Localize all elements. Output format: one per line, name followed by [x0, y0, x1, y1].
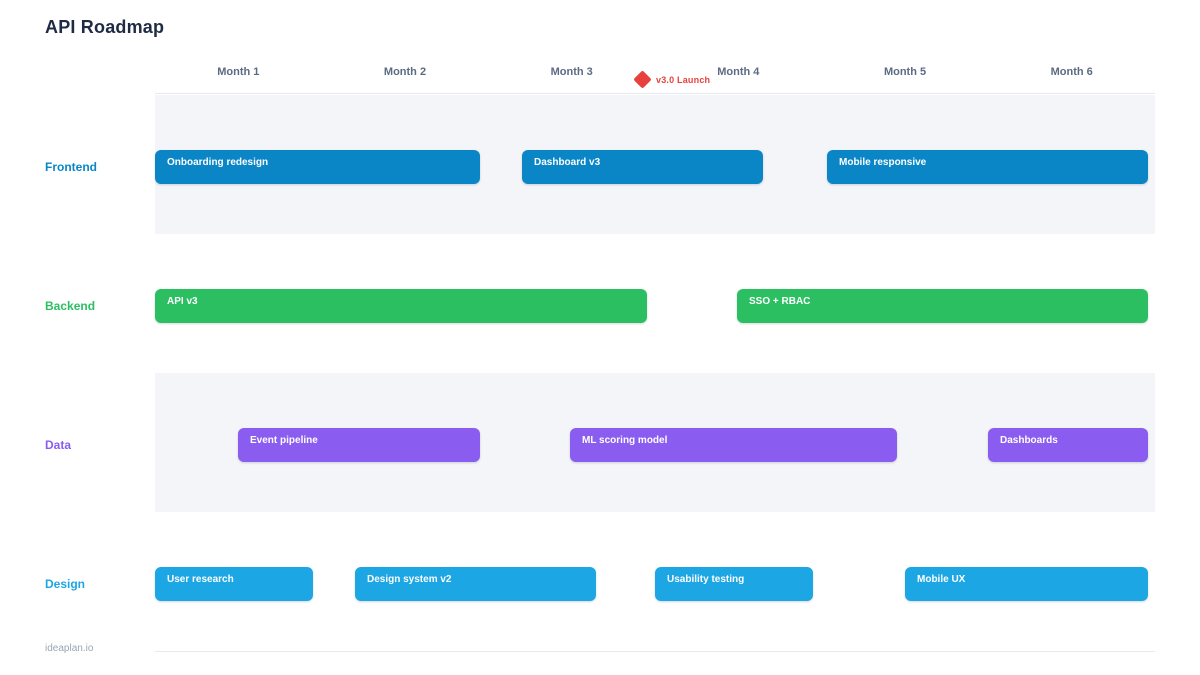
task-bar-dashboard-v3[interactable]: Dashboard v3: [522, 150, 763, 184]
task-bar-usability-testing[interactable]: Usability testing: [655, 567, 813, 601]
task-bar-dashboards[interactable]: Dashboards: [988, 428, 1148, 462]
task-bar-ml-scoring-model[interactable]: ML scoring model: [570, 428, 897, 462]
lane-label-data: Data: [45, 438, 71, 452]
task-bar-sso-rbac[interactable]: SSO + RBAC: [737, 289, 1148, 323]
task-bar-event-pipeline[interactable]: Event pipeline: [238, 428, 480, 462]
month-label-1: Month 1: [155, 66, 322, 80]
task-bar-mobile-ux[interactable]: Mobile UX: [905, 567, 1148, 601]
task-bar-api-v3[interactable]: API v3: [155, 289, 647, 323]
roadmap-canvas: API Roadmap Month 1Month 2Month 3Month 4…: [0, 0, 1200, 675]
lane-label-backend: Backend: [45, 299, 95, 313]
month-label-2: Month 2: [322, 66, 489, 80]
task-bar-design-system-v2[interactable]: Design system v2: [355, 567, 596, 601]
lane-label-frontend: Frontend: [45, 160, 97, 174]
footer-brand: ideaplan.io: [45, 643, 93, 654]
milestone-diamond-icon: [633, 70, 651, 88]
page-title: API Roadmap: [45, 17, 164, 38]
milestone-v3-0-launch[interactable]: v3.0 Launch: [636, 73, 710, 86]
month-label-5: Month 5: [822, 66, 989, 80]
header-divider: [155, 93, 1155, 94]
footer-divider: [155, 651, 1155, 652]
month-label-6: Month 6: [988, 66, 1155, 80]
milestone-label: v3.0 Launch: [656, 75, 710, 85]
month-label-3: Month 3: [488, 66, 655, 80]
task-bar-user-research[interactable]: User research: [155, 567, 313, 601]
task-bar-onboarding-redesign[interactable]: Onboarding redesign: [155, 150, 480, 184]
lane-label-design: Design: [45, 577, 85, 591]
task-bar-mobile-responsive[interactable]: Mobile responsive: [827, 150, 1148, 184]
